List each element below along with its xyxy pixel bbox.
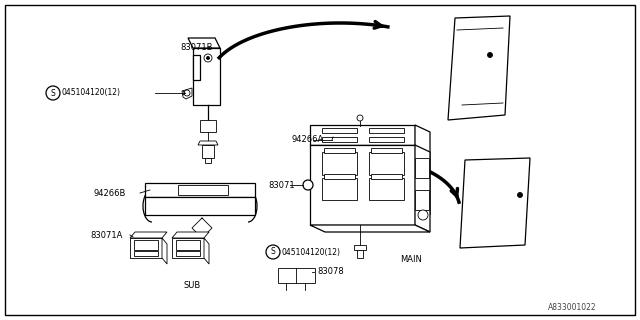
Circle shape — [46, 86, 60, 100]
Polygon shape — [310, 125, 415, 145]
Polygon shape — [415, 190, 429, 210]
Polygon shape — [172, 232, 209, 238]
Polygon shape — [415, 158, 429, 178]
Circle shape — [488, 52, 493, 58]
Polygon shape — [310, 145, 415, 225]
Polygon shape — [134, 240, 158, 250]
Polygon shape — [324, 148, 355, 153]
Polygon shape — [130, 238, 162, 258]
Polygon shape — [278, 268, 315, 283]
Polygon shape — [448, 16, 510, 120]
Text: S: S — [271, 247, 275, 257]
Polygon shape — [322, 152, 357, 175]
Polygon shape — [178, 185, 228, 195]
Polygon shape — [322, 178, 357, 200]
Polygon shape — [204, 238, 209, 264]
Polygon shape — [145, 197, 255, 215]
Circle shape — [266, 245, 280, 259]
Polygon shape — [415, 125, 430, 215]
Polygon shape — [172, 238, 204, 258]
Polygon shape — [182, 88, 192, 99]
Polygon shape — [193, 55, 200, 80]
Circle shape — [303, 180, 313, 190]
Circle shape — [204, 54, 212, 62]
Circle shape — [184, 90, 190, 96]
Polygon shape — [205, 158, 211, 163]
Text: 045104120(12): 045104120(12) — [62, 89, 121, 98]
Text: A833001022: A833001022 — [548, 303, 596, 313]
Polygon shape — [188, 38, 220, 48]
Circle shape — [357, 115, 363, 121]
Polygon shape — [198, 141, 218, 145]
Circle shape — [207, 57, 209, 60]
Circle shape — [518, 193, 522, 197]
Polygon shape — [130, 232, 167, 238]
Polygon shape — [193, 48, 220, 105]
Text: MAIN: MAIN — [400, 255, 422, 265]
Polygon shape — [369, 152, 404, 175]
Text: 83071B: 83071B — [180, 43, 212, 52]
Polygon shape — [369, 137, 404, 142]
Polygon shape — [134, 251, 158, 256]
Polygon shape — [176, 240, 200, 250]
Polygon shape — [369, 128, 404, 133]
Text: SUB: SUB — [183, 281, 200, 290]
Polygon shape — [202, 145, 214, 158]
Text: 83078: 83078 — [317, 268, 344, 276]
Polygon shape — [176, 251, 200, 256]
Polygon shape — [145, 183, 255, 197]
Polygon shape — [369, 178, 404, 200]
Polygon shape — [354, 245, 366, 250]
Polygon shape — [322, 128, 357, 133]
Polygon shape — [324, 174, 355, 179]
Polygon shape — [371, 174, 402, 179]
Polygon shape — [357, 250, 363, 258]
Polygon shape — [415, 145, 430, 232]
Text: 045104120(12): 045104120(12) — [282, 247, 341, 257]
Text: 94266B: 94266B — [93, 188, 125, 197]
Text: 94266A: 94266A — [291, 135, 323, 145]
Polygon shape — [460, 158, 530, 248]
Polygon shape — [371, 148, 402, 153]
Polygon shape — [310, 225, 430, 232]
Text: S: S — [51, 89, 56, 98]
Polygon shape — [162, 238, 167, 264]
Polygon shape — [200, 120, 216, 132]
Text: 83071: 83071 — [268, 180, 294, 189]
Polygon shape — [322, 137, 357, 142]
Text: 83071A: 83071A — [90, 230, 122, 239]
Circle shape — [418, 210, 428, 220]
